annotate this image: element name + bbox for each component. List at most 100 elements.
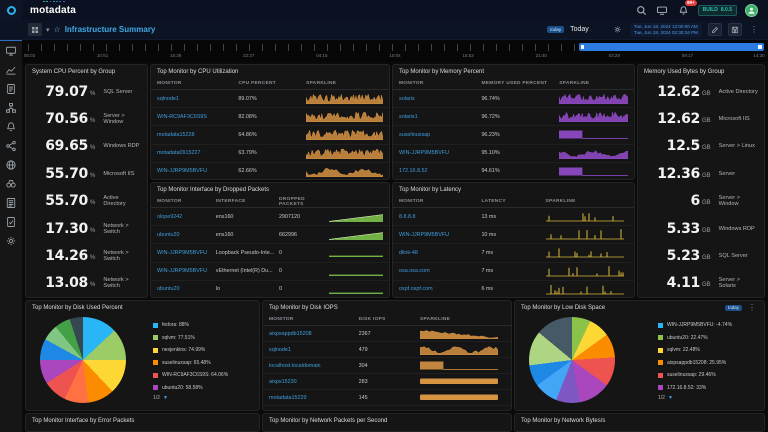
tick-marks — [28, 44, 764, 51]
monitor-link[interactable]: motadata0915227 — [157, 150, 201, 157]
sidebar-item-network-share[interactable] — [0, 136, 22, 155]
legend-item: nexjenkins: 74.99% — [153, 344, 245, 357]
metric-label: Server > Linux — [718, 143, 755, 150]
network-share-icon — [6, 140, 16, 151]
time-ruler[interactable]: 05:03 10:51 16:39 22:27 04:15 10:04 15:52 21:40… — [22, 40, 768, 62]
column-header: LATENCY — [481, 199, 506, 204]
sidebar-item-log-file[interactable] — [0, 79, 22, 98]
legend-swatch — [153, 385, 158, 391]
favorite-star-icon[interactable]: ☆ — [53, 25, 61, 34]
selection-handle-left[interactable] — [580, 45, 585, 49]
monitor-link[interactable]: WIN-JJRP9M5BVFU — [157, 268, 208, 275]
save-button[interactable] — [728, 23, 742, 36]
monitor-link[interactable]: olope9242 — [157, 213, 183, 220]
metric-value: 55.70 — [45, 193, 88, 210]
cell-value: 283 — [358, 378, 368, 385]
table-row: WIN-JJRP9M5BVFU Loopback Pseudo-Inte... 0 — [151, 244, 389, 263]
monitor-link[interactable]: 172.16.8.52 — [399, 168, 428, 175]
legend-next-page-icon[interactable]: ▼ — [667, 395, 673, 401]
monitor-link[interactable]: WIN-JJRP9M5BVFU — [399, 231, 450, 238]
monitor-link[interactable]: motadata15228 — [157, 131, 195, 138]
monitor-link[interactable]: motadata15229 — [269, 394, 307, 401]
legend-item: WIN-JJRP9M5BVFU: -4.74% — [658, 319, 750, 332]
pie-chart[interactable] — [40, 317, 126, 403]
user-avatar[interactable] — [745, 3, 758, 17]
metric-value: 5.33 — [666, 220, 701, 237]
sparkline-chart — [328, 214, 383, 223]
monitor-link[interactable]: ubuntu20 — [157, 231, 180, 238]
metric-unit: GB — [702, 200, 711, 207]
date-to: Tue, Jun 18, 2024 02:30:34 PM — [633, 29, 698, 35]
legend-label: WIN-RC9AF3C6S9S: 64.06% — [162, 372, 229, 379]
chevron-down-icon[interactable]: ▾ — [46, 26, 50, 34]
time-tick-label: 03:28 — [608, 53, 620, 58]
monitor-link[interactable]: osa.osa.com — [399, 268, 430, 275]
metric-unit: % — [90, 145, 96, 152]
date-range-display[interactable]: Tue, Jun 18, 2024 12:00:00 AM Tue, Jun 1… — [629, 22, 702, 37]
cell-value: 479 — [358, 346, 368, 353]
metric-value: 14.26 — [45, 248, 88, 265]
topology-icon — [6, 102, 16, 113]
cell-value: ens160 — [215, 213, 234, 220]
legend-next-page-icon[interactable]: ▼ — [162, 395, 168, 401]
monitor-link[interactable]: WIN-JJRP9M5BVFU — [157, 249, 208, 256]
monitor-link[interactable]: sqlnode1 — [269, 346, 291, 353]
legend-swatch — [153, 347, 158, 353]
sidebar-item-reports-list[interactable] — [0, 193, 22, 212]
monitor-link[interactable]: aixps15230 — [269, 378, 297, 385]
pie-chart[interactable] — [529, 317, 615, 403]
metric-row: 13.08% Network > Switch — [26, 270, 147, 297]
sidebar-item-alerts-bell[interactable] — [0, 117, 22, 136]
more-options-kebab-icon[interactable]: ⋮ — [750, 25, 758, 34]
discovery-globe-icon — [6, 159, 16, 170]
monitor-link[interactable]: localhost.localdomain — [269, 362, 321, 369]
cell-value: Loopback Pseudo-Inte... — [215, 249, 275, 256]
dashboard-toolbar: ▾ ☆ Infrastructure Summary today Today T… — [0, 20, 768, 40]
sidebar-item-discovery-globe[interactable] — [0, 155, 22, 174]
sparkline-chart — [420, 361, 499, 370]
panel-kebab-icon[interactable]: ⋮ — [748, 303, 756, 312]
table-row: sqlnode1 479 — [263, 342, 511, 358]
dashboard-grid-button[interactable] — [28, 23, 42, 36]
sidebar-item-monitor-devices[interactable] — [0, 41, 22, 60]
table-row: ubuntu20 ens160 662996 — [151, 226, 389, 245]
metric-row: 17.30% Network > Switch — [26, 215, 147, 242]
monitor-link[interactable]: WIN-JJRP9M5BVFU — [399, 150, 450, 157]
metric-unit: GB — [702, 90, 711, 97]
screen-share-icon[interactable] — [656, 4, 669, 17]
edit-pencil-button[interactable] — [708, 23, 722, 36]
table-row: ubuntu20 lo 0 — [151, 281, 389, 297]
selection-handle-right[interactable] — [758, 45, 762, 49]
brand-name: motadata — [30, 0, 76, 16]
panel-top-monitor-by-disk-iops: Top Monitor by Disk IOPS MONITOR DISK IOP… — [262, 300, 512, 411]
sidebar-item-settings-gear[interactable] — [0, 231, 22, 250]
cell-value: 2907120 — [279, 213, 301, 220]
sidebar-item-metrics-chart[interactable] — [0, 60, 22, 79]
range-settings-gear-icon[interactable] — [611, 23, 624, 36]
monitor-link[interactable]: solaris1 — [399, 113, 418, 120]
monitor-link[interactable]: solaris — [399, 95, 415, 102]
monitor-link[interactable]: WIN-JJRP9M5BVFU — [157, 168, 208, 175]
monitor-link[interactable]: 8.8.8.8 — [399, 213, 416, 220]
monitor-link[interactable]: dlink-48 — [399, 249, 418, 256]
time-selection-bar[interactable] — [578, 43, 764, 51]
sidebar-item-audit-file[interactable] — [0, 212, 22, 231]
monitor-link[interactable]: ospf.ospf.com — [399, 286, 433, 293]
notifications-bell-icon[interactable]: 99+ — [677, 0, 697, 17]
metric-label: Microsoft IIS — [103, 170, 135, 177]
sparkline-chart — [306, 129, 383, 141]
monitor-link[interactable]: aixpsappdb15208 — [269, 330, 312, 337]
app-logo[interactable] — [0, 0, 22, 20]
metric-row: 69.65% Windows RDP — [26, 133, 147, 160]
monitor-link[interactable]: ubuntu20 — [157, 286, 180, 293]
sidebar-item-topology[interactable] — [0, 98, 22, 117]
monitor-link[interactable]: WIN-RC9AF3C6S9S — [157, 113, 208, 120]
range-selector[interactable]: Today — [570, 26, 589, 33]
metric-unit: % — [90, 282, 96, 289]
monitor-link[interactable]: sqlnode1 — [157, 95, 179, 102]
metric-value: 70.56 — [45, 111, 88, 128]
sidebar-item-search-binoculars[interactable] — [0, 174, 22, 193]
cell-value: 96.72% — [481, 113, 500, 120]
monitor-link[interactable]: suselinuxsap — [399, 131, 431, 138]
search-icon[interactable] — [635, 4, 648, 17]
